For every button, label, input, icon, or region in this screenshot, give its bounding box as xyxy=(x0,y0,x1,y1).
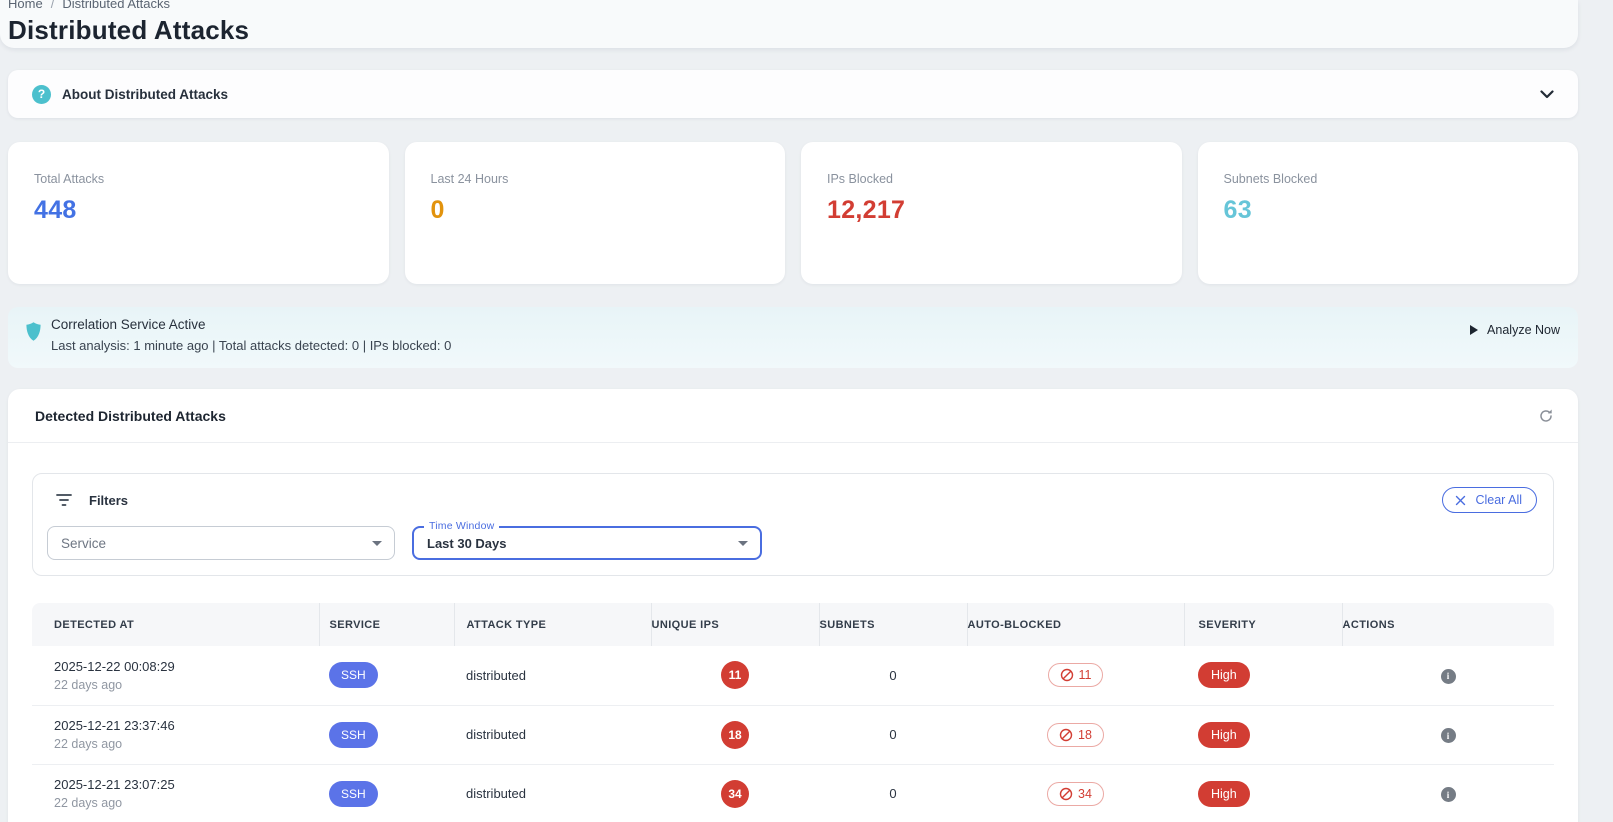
stat-label: IPs Blocked xyxy=(827,172,894,186)
service-badge: SSH xyxy=(329,721,378,748)
auto-blocked-badge: 34 xyxy=(1047,781,1104,806)
detected-at-timestamp: 2025-12-21 23:37:46 xyxy=(54,718,175,733)
clear-all-label: Clear All xyxy=(1475,493,1522,507)
panel-title: Detected Distributed Attacks xyxy=(35,407,226,424)
chevron-down-icon xyxy=(738,540,748,546)
close-icon xyxy=(1456,495,1466,505)
stat-label: Last 24 Hours xyxy=(430,172,509,186)
stat-card-last-24-hours: Last 24 Hours 0 xyxy=(404,142,785,284)
chevron-down-icon[interactable] xyxy=(1540,89,1554,99)
filters-selects-row: Service Time Window Last 30 Days xyxy=(47,520,1537,560)
header-detected-at: DETECTED AT xyxy=(32,603,319,646)
page-header: Home / Distributed Attacks Distributed A… xyxy=(0,0,1578,48)
header-service: SERVICE xyxy=(318,603,454,646)
correlation-subtitle: Last analysis: 1 minute ago | Total atta… xyxy=(51,338,452,353)
filters-top-row: Filters Clear All xyxy=(47,487,1537,513)
correlation-title: Correlation Service Active xyxy=(51,317,206,332)
service-badge: SSH xyxy=(329,780,378,807)
time-window-select[interactable]: Time Window Last 30 Days xyxy=(412,520,762,560)
service-select-placeholder: Service xyxy=(61,535,107,551)
unique-ips-badge: 18 xyxy=(721,720,749,749)
info-icon[interactable]: i xyxy=(1440,787,1456,802)
service-badge: SSH xyxy=(329,662,378,689)
subnets-cell: 0 xyxy=(819,764,967,822)
stat-card-subnets-blocked: Subnets Blocked 63 xyxy=(1197,142,1578,284)
block-icon xyxy=(1060,669,1073,682)
detected-at-relative: 22 days ago xyxy=(54,677,123,692)
header-severity: SEVERITY xyxy=(1183,603,1342,646)
auto-blocked-badge: 18 xyxy=(1047,722,1104,747)
header-unique-ips: UNIQUE IPS xyxy=(650,603,819,646)
question-icon: ? xyxy=(32,84,51,104)
filters-card: Filters Clear All Service Time Window La… xyxy=(32,473,1554,576)
detected-at-relative: 22 days ago xyxy=(54,796,123,810)
time-window-label: Time Window xyxy=(424,520,500,532)
analyze-now-label: Analyze Now xyxy=(1487,323,1560,337)
refresh-icon xyxy=(1540,409,1552,422)
attack-type-cell: distributed xyxy=(454,705,651,765)
attacks-table: DETECTED AT SERVICE ATTACK TYPE UNIQUE I… xyxy=(32,603,1554,822)
stat-value: 63 xyxy=(1223,196,1252,224)
table-row[interactable]: 2025-12-21 23:07:25 22 days ago SSH dist… xyxy=(32,764,1554,822)
header-auto-blocked: AUTO-BLOCKED xyxy=(966,603,1184,646)
play-icon xyxy=(1470,325,1479,335)
detected-attacks-panel: Detected Distributed Attacks Filters xyxy=(8,389,1578,822)
table-row[interactable]: 2025-12-22 00:08:29 22 days ago SSH dist… xyxy=(32,646,1554,706)
unique-ips-badge: 34 xyxy=(721,779,749,808)
correlation-text: Correlation Service Active Last analysis… xyxy=(51,317,451,353)
subnets-cell: 0 xyxy=(819,646,967,706)
stat-card-total-attacks: Total Attacks 448 xyxy=(8,142,389,284)
unique-ips-badge: 11 xyxy=(721,661,749,690)
about-label: About Distributed Attacks xyxy=(62,86,229,102)
subnets-cell: 0 xyxy=(819,705,967,765)
severity-badge: High xyxy=(1198,721,1250,748)
detected-at-timestamp: 2025-12-21 23:07:25 xyxy=(54,777,175,792)
stat-label: Total Attacks xyxy=(34,172,105,186)
correlation-banner: Correlation Service Active Last analysis… xyxy=(8,307,1578,368)
breadcrumb-current: Distributed Attacks xyxy=(62,0,170,11)
filters-label: Filters xyxy=(89,492,129,508)
auto-blocked-badge: 11 xyxy=(1047,663,1104,688)
stat-label: Subnets Blocked xyxy=(1223,172,1318,186)
panel-header: Detected Distributed Attacks xyxy=(8,389,1578,443)
header-attack-type: ATTACK TYPE xyxy=(453,603,651,646)
header-actions: ACTIONS xyxy=(1341,603,1554,646)
block-icon xyxy=(1059,728,1073,741)
refresh-button[interactable] xyxy=(1536,406,1556,426)
analyze-now-button[interactable]: Analyze Now xyxy=(1470,323,1560,337)
page-title: Distributed Attacks xyxy=(8,15,250,45)
breadcrumb-home[interactable]: Home xyxy=(8,0,43,11)
shield-icon xyxy=(25,321,42,342)
detected-at-relative: 22 days ago xyxy=(54,737,123,751)
detected-at-timestamp: 2025-12-22 00:08:29 xyxy=(54,658,175,674)
stat-value: 0 xyxy=(430,196,445,224)
severity-badge: High xyxy=(1198,780,1250,807)
breadcrumb-separator: / xyxy=(50,0,55,11)
table-row[interactable]: 2025-12-21 23:37:46 22 days ago SSH dist… xyxy=(32,705,1554,765)
filter-icon xyxy=(55,493,73,507)
breadcrumb: Home / Distributed Attacks xyxy=(8,0,1554,11)
info-icon[interactable]: i xyxy=(1440,728,1456,743)
stat-card-ips-blocked: IPs Blocked 12,217 xyxy=(801,142,1182,284)
severity-badge: High xyxy=(1198,662,1250,689)
chevron-down-icon xyxy=(372,540,382,546)
stat-value: 448 xyxy=(34,196,77,224)
clear-all-button[interactable]: Clear All xyxy=(1442,487,1537,513)
table-header: DETECTED AT SERVICE ATTACK TYPE UNIQUE I… xyxy=(32,603,1554,646)
stat-value: 12,217 xyxy=(827,196,906,224)
header-subnets: SUBNETS xyxy=(818,603,967,646)
about-accordion[interactable]: ? About Distributed Attacks xyxy=(8,70,1578,118)
attack-type-cell: distributed xyxy=(454,646,651,706)
time-window-value: Last 30 Days xyxy=(427,535,507,551)
block-icon xyxy=(1059,787,1073,800)
table-body: 2025-12-22 00:08:29 22 days ago SSH dist… xyxy=(32,646,1554,822)
stats-row: Total Attacks 448 Last 24 Hours 0 IPs Bl… xyxy=(8,142,1578,284)
service-select[interactable]: Service xyxy=(47,526,395,560)
attack-type-cell: distributed xyxy=(454,764,651,822)
info-icon[interactable]: i xyxy=(1440,668,1456,684)
